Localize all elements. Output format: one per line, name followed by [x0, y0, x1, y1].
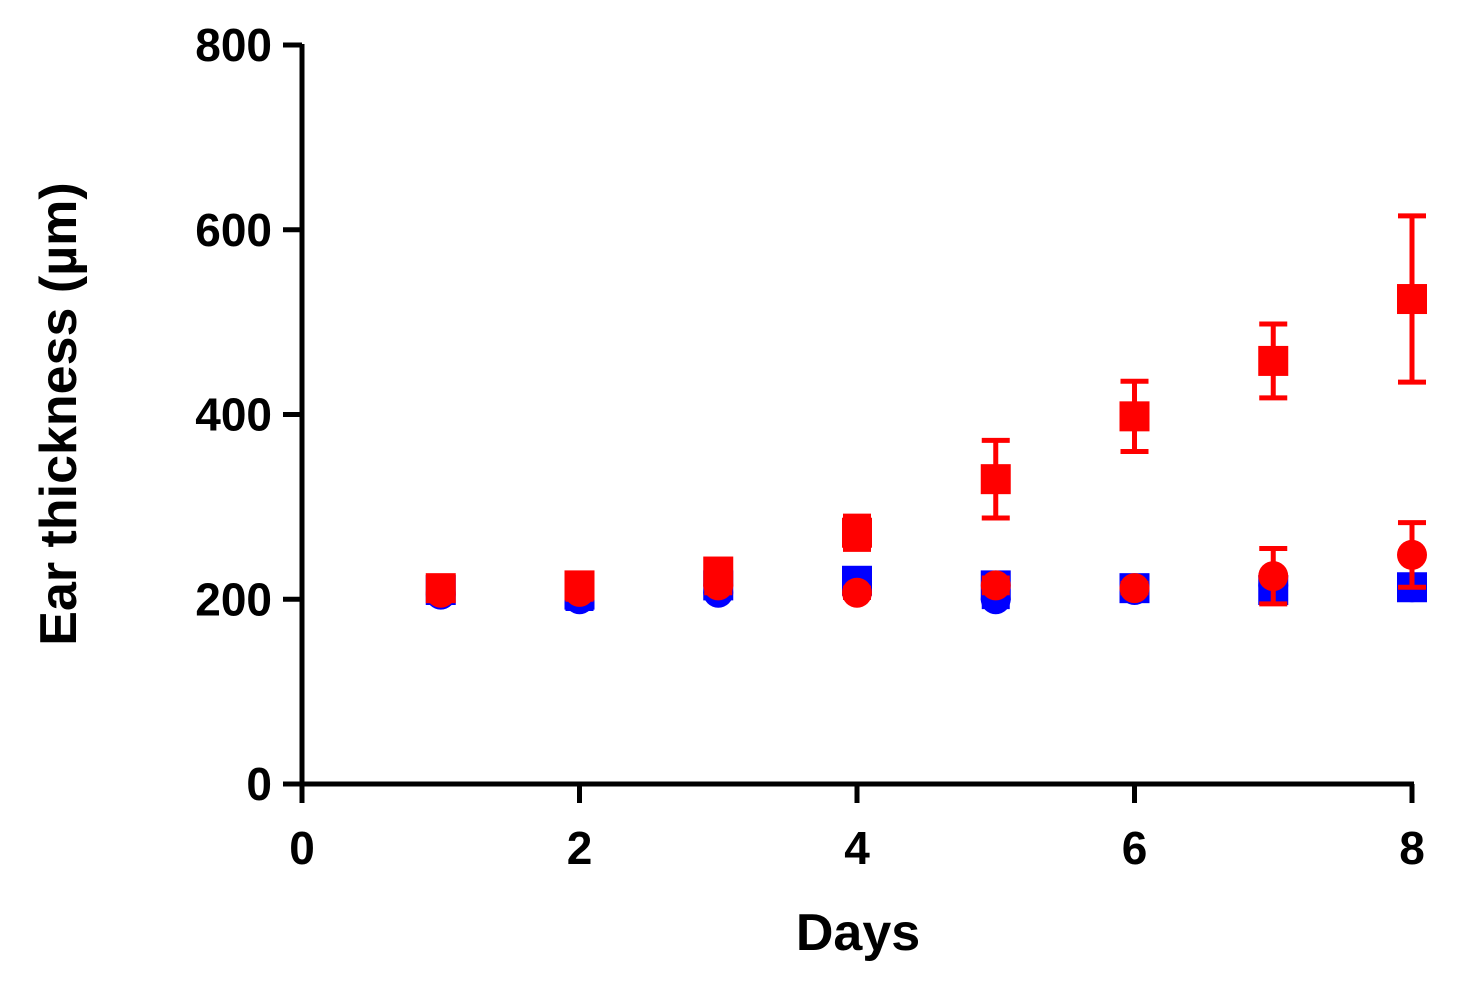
x-tick-label: 4 — [844, 822, 870, 874]
circle-point — [425, 577, 456, 608]
x-tick-label: 6 — [1122, 822, 1148, 874]
square-point — [1397, 284, 1427, 315]
circle-point — [842, 577, 872, 608]
square-point — [1119, 401, 1150, 432]
y-tick-label: 400 — [195, 389, 272, 441]
plot-area: 0 200 400 600 800 0 2 4 6 8 — [195, 19, 1427, 874]
x-tick-label: 8 — [1399, 822, 1425, 874]
y-tick-label: 200 — [195, 573, 272, 625]
series-3 — [425, 520, 1427, 608]
series-2 — [425, 213, 1427, 604]
circle-point — [1397, 539, 1427, 570]
circle-point — [703, 570, 734, 601]
y-tick-label: 600 — [195, 204, 272, 256]
data-series — [425, 213, 1427, 615]
x-tick-label: 2 — [567, 822, 593, 874]
x-axis-title: Days — [796, 904, 920, 962]
y-tick-label: 800 — [195, 19, 272, 71]
square-point — [842, 517, 872, 548]
y-axis-title: Ear thickness (µm) — [30, 182, 88, 645]
circle-point — [980, 570, 1011, 601]
circle-point — [1258, 561, 1289, 592]
x-tick-label: 0 — [289, 822, 315, 874]
y-tick-label: 0 — [246, 758, 272, 810]
x-axis-ticks: 0 2 4 6 8 — [289, 784, 1425, 874]
circle-point — [1119, 573, 1150, 604]
square-point — [980, 464, 1011, 495]
square-point — [1258, 345, 1289, 376]
y-axis-ticks: 0 200 400 600 800 — [195, 19, 302, 810]
circle-point — [564, 576, 595, 607]
